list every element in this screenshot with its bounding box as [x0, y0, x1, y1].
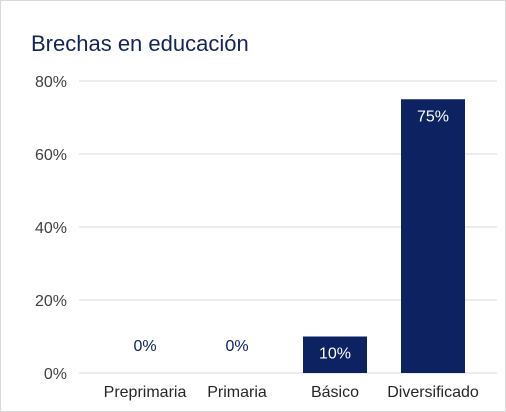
category-label-3: Diversificado — [387, 384, 479, 401]
category-label-1: Primaria — [207, 384, 267, 401]
y-tick-label-20: 20% — [35, 293, 67, 310]
data-label-0: 0% — [133, 338, 156, 355]
data-label-1: 0% — [225, 338, 248, 355]
data-label-3: 75% — [417, 108, 449, 125]
bar-3 — [401, 99, 465, 373]
category-label-0: Preprimaria — [104, 384, 187, 401]
y-tick-label-80: 80% — [35, 74, 67, 91]
y-tick-label-40: 40% — [35, 220, 67, 237]
category-label-2: Básico — [311, 384, 359, 401]
chart-title: Brechas en educación — [31, 31, 249, 56]
data-label-2: 10% — [319, 346, 351, 363]
y-tick-label-0: 0% — [44, 366, 67, 383]
bar-2 — [303, 336, 367, 373]
y-tick-label-60: 60% — [35, 147, 67, 164]
